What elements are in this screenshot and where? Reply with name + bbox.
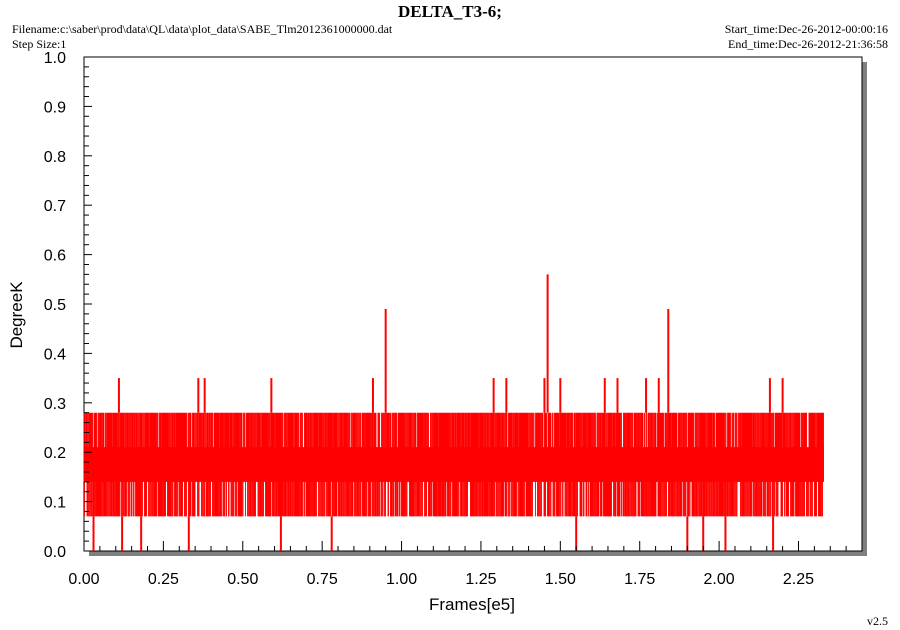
data-series (83, 274, 824, 551)
y-tick-label: 0.9 (44, 99, 66, 116)
x-tick-label: 1.25 (465, 571, 496, 588)
y-tick-label: 0.3 (44, 396, 66, 413)
step-size-label: Step Size:1 (12, 37, 67, 51)
y-axis-label: DegreeK (7, 281, 26, 349)
y-tick-label: 0.5 (44, 297, 66, 314)
y-tick-label: 0.6 (44, 248, 66, 265)
x-tick-label: 0.75 (307, 571, 338, 588)
filename-label: Filename:c:\saber\prod\data\QL\data\plot… (12, 22, 393, 36)
x-tick-label: 1.50 (545, 571, 576, 588)
y-tick-label: 0.8 (44, 149, 66, 166)
y-tick-label: 0.1 (44, 495, 66, 512)
x-tick-label: 2.00 (704, 571, 735, 588)
y-tick-label: 0.4 (44, 346, 66, 363)
y-tick-label: 0.7 (44, 198, 66, 215)
y-tick-label: 0.2 (44, 445, 66, 462)
x-axis-label: Frames[e5] (429, 595, 515, 614)
series-band (84, 447, 824, 482)
x-tick-label: 1.75 (624, 571, 655, 588)
version-label: v2.5 (867, 614, 888, 628)
x-tick-label: 0.50 (227, 571, 258, 588)
y-tick-label: 0.0 (44, 544, 66, 561)
x-tick-label: 2.25 (783, 571, 814, 588)
x-tick-label: 1.00 (386, 571, 417, 588)
start-time-label: Start_time:Dec-26-2012-00:00:16 (724, 22, 888, 36)
chart-title: DELTA_T3-6; (398, 2, 502, 21)
axes: 0.0 0.1 0.2 0.3 0.4 0.5 0.6 0.7 0.8 0.9 1.0 0.00 0.2… (44, 50, 863, 588)
x-tick-label: 0.00 (68, 571, 99, 588)
end-time-label: End_time:Dec-26-2012-21:36:58 (728, 37, 888, 51)
x-tick-label: 0.25 (148, 571, 179, 588)
y-tick-label: 1.0 (44, 50, 66, 67)
